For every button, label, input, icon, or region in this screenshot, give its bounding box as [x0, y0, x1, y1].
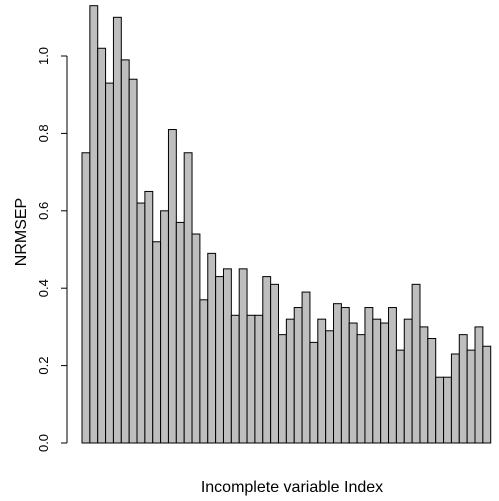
- bar-42: [403, 318, 413, 444]
- y-tick-label: 0.0: [36, 434, 51, 452]
- bar-41: [395, 349, 405, 444]
- bar-18: [215, 276, 224, 444]
- bar-14: [183, 152, 193, 444]
- bar-10: [152, 241, 162, 444]
- y-tick-label: 0.2: [36, 357, 51, 375]
- bar-16: [199, 299, 209, 444]
- bar-17: [207, 252, 217, 444]
- bar-8: [136, 202, 146, 444]
- bar-46: [435, 376, 445, 444]
- bar-2: [89, 5, 99, 444]
- y-tick-label: 1.0: [36, 47, 51, 65]
- bar-45: [427, 338, 437, 444]
- bar-51: [474, 326, 484, 444]
- bar-43: [411, 283, 421, 444]
- bar-47: [443, 376, 452, 444]
- bar-50: [466, 349, 476, 444]
- bar-26: [278, 334, 287, 444]
- bar-27: [285, 318, 295, 444]
- bar-11: [160, 210, 169, 444]
- bar-22: [246, 314, 256, 444]
- y-tick-label: 0.6: [36, 202, 51, 220]
- bar-39: [380, 322, 390, 444]
- bar-1: [81, 152, 91, 444]
- y-tick-label: 0.4: [36, 279, 51, 297]
- bar-29: [301, 291, 311, 444]
- bar-52: [482, 345, 492, 444]
- x-axis-title: Incomplete variable Index: [201, 479, 383, 496]
- bars-group: [81, 5, 492, 444]
- bar-9: [144, 190, 154, 444]
- bar-12: [167, 129, 177, 444]
- bar-33: [333, 303, 342, 444]
- bar-25: [270, 283, 280, 444]
- bar-40: [388, 307, 397, 444]
- bar-32: [325, 330, 335, 444]
- bar-3: [97, 47, 107, 444]
- bar-34: [340, 307, 350, 444]
- bar-38: [372, 318, 382, 444]
- bar-21: [238, 268, 248, 444]
- y-axis-title: NRMSEP: [13, 198, 30, 266]
- bar-36: [356, 334, 366, 444]
- bar-5: [112, 16, 122, 444]
- bar-48: [450, 353, 460, 444]
- bar-23: [254, 314, 264, 444]
- bar-15: [191, 233, 201, 444]
- bar-19: [222, 268, 232, 444]
- bar-4: [105, 82, 114, 444]
- bar-6: [120, 59, 130, 444]
- bar-30: [309, 341, 319, 444]
- bar-35: [348, 322, 358, 444]
- bar-24: [262, 276, 272, 444]
- bar-37: [364, 307, 374, 444]
- y-ticks-group: 0.0 0.2 0.4 0.6 0.8 1.0: [36, 47, 67, 452]
- y-tick-label: 0.8: [36, 124, 51, 142]
- bar-28: [293, 307, 303, 444]
- bar-31: [317, 318, 327, 444]
- bar-44: [419, 326, 429, 444]
- bar-7: [128, 78, 138, 444]
- bar-49: [458, 334, 468, 444]
- bar-20: [230, 314, 240, 444]
- bar-13: [175, 221, 185, 444]
